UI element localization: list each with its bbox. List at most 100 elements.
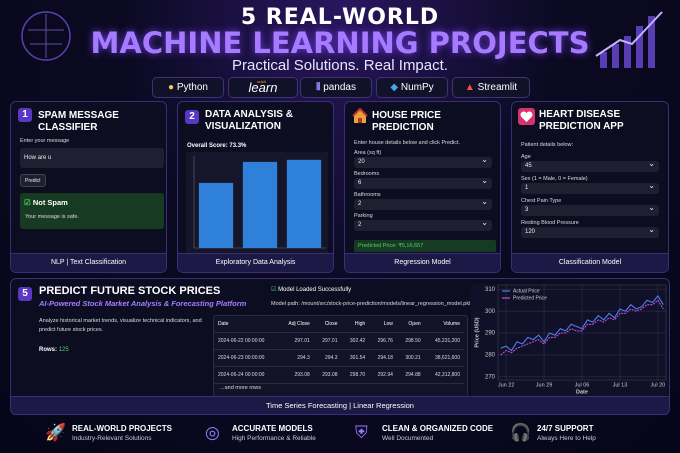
description: Analyze historical market trends, visual… [39, 318, 202, 333]
table-cell: 294.88 [396, 366, 425, 384]
project-card: 1 SPAM MESSAGE CLASSIFIER Enter your mes… [10, 101, 167, 273]
table-cell: 302.42 [341, 332, 370, 350]
project-title: SPAM MESSAGE CLASSIFIER [38, 110, 119, 133]
card-footer: Time Series Forecasting | Linear Regress… [11, 396, 669, 414]
table-cell: 42,312,800 [424, 366, 464, 384]
model-path: Model path: /mount/src/stock-price-predi… [271, 301, 471, 307]
rows-label: Rows: [39, 347, 57, 353]
field-label: Parking [354, 213, 373, 219]
project-title: PREDICT FUTURE STOCK PRICES [39, 285, 221, 297]
table-cell: Open [396, 316, 425, 333]
project-title: HOUSE PRICE PREDICTION [372, 110, 441, 133]
project-title: DATA ANALYSIS & VISUALIZATION [205, 109, 293, 132]
project-card: HEART DISEASE PREDICTION APP Patient det… [511, 101, 669, 273]
x-tick-label: Jul 06 [575, 382, 590, 388]
status: ☑ Model Loaded Successfully [271, 287, 352, 293]
line-chart: 270 280 290 300 310 Jun 22 Jun 29 Jul 06 Jul 13 J… [474, 284, 667, 395]
table-cell: 293.08 [278, 366, 314, 384]
table-cell: 298.50 [396, 332, 425, 350]
feature-icon: 🎧 [510, 423, 532, 442]
tool-name: pandas [323, 82, 356, 93]
feature-title: REAL-WORLD PROJECTS [72, 424, 172, 433]
table-cell: High [341, 316, 370, 333]
table-row: Date Adj Close Close High Low Open Volume [214, 316, 464, 333]
subtitle: Practical Solutions. Real Impact. [232, 57, 448, 74]
project-title: HEART DISEASE PREDICTION APP [539, 109, 624, 132]
field-label: Area (sq ft) [354, 150, 382, 156]
text-input[interactable]: How are u [20, 148, 164, 168]
x-tick-label: Jul 13 [613, 382, 628, 388]
table-cell: 2024-06-22 00:00:00 [214, 332, 279, 350]
table-cell: 292.94 [369, 366, 397, 384]
score: Overall Score: 73.3% [187, 143, 247, 149]
y-tick-label: 280 [485, 352, 496, 358]
project-card: HOUSE PRICE PREDICTION Enter house detai… [344, 101, 501, 273]
input-label: Enter your message [20, 138, 70, 144]
tool-badge: ● Python [152, 77, 224, 98]
feature-icon: ◎ [205, 423, 220, 442]
intro: Enter house details below and click Pred… [354, 140, 461, 146]
project-card: 5 PREDICT FUTURE STOCK PRICES AI-Powered… [10, 278, 670, 415]
tool-badge: ⦀ pandas [300, 77, 372, 98]
field-label: Bathrooms [354, 192, 381, 198]
table-row: 2024-06-23 00:00:00 294.3 294.3 301.54 294.1… [214, 349, 464, 367]
project-number: 2 [185, 110, 199, 124]
table-cell: Close [313, 316, 342, 333]
tool-name: NumPy [400, 82, 434, 93]
result-box: ☑ Not Spam Your message is safe. [20, 193, 164, 229]
title: MACHINE LEARNING PROJECTS [90, 26, 590, 60]
feature-icon: ⛨ [355, 423, 368, 442]
table-box: Date Adj Close Close High Low Open Volume 2024-… [213, 315, 468, 397]
result: ☑ Not Spam [24, 198, 68, 207]
x-axis-label: Date [576, 389, 588, 395]
y-tick-label: 310 [485, 287, 496, 293]
table-row: 2024-06-22 00:00:00 297.01 297.01 302.42 296… [214, 332, 464, 350]
select[interactable]: 20 [354, 154, 492, 168]
select[interactable]: 1 [521, 180, 659, 194]
table-cell: 300.21 [396, 349, 425, 367]
table-cell: 294.3 [313, 349, 342, 367]
feature-title: CLEAN & ORGANIZED CODE [382, 424, 494, 433]
table-cell: Adj Close [278, 316, 314, 333]
growth-icon [595, 11, 663, 68]
feature-icon: 🚀 [45, 423, 67, 442]
intro: Patient details below: [521, 142, 573, 148]
y-tick-label: 270 [485, 374, 496, 380]
legend-label: Actual Price [513, 288, 540, 294]
select[interactable]: 6 [354, 175, 492, 189]
tool-badge: ◆ NumPy [376, 77, 448, 98]
result-text: Not Spam [32, 198, 68, 207]
project-card: 2 DATA ANALYSIS & VISUALIZATION Overall … [177, 101, 334, 273]
predict-button[interactable]: Predict [20, 174, 46, 187]
more-rows: ...and more rows [220, 385, 261, 391]
card-footer: NLP | Text Classification [11, 253, 166, 272]
project-number: 5 [18, 287, 32, 301]
select[interactable]: 2 [354, 196, 492, 210]
select[interactable]: 2 [354, 217, 492, 231]
rows: Rows: 125 [39, 347, 69, 353]
card-footer: Exploratory Data Analysis [178, 253, 333, 272]
select[interactable]: 120 [521, 224, 659, 238]
field-label: Sex (1 = Male, 0 = Female) [521, 176, 588, 182]
table-cell: 293.08 [313, 366, 342, 384]
table-cell: 294.18 [369, 349, 397, 367]
line [500, 299, 664, 356]
line [500, 294, 664, 352]
table-cell: 2024-06-23 00:00:00 [214, 349, 279, 367]
table-cell: Volume [424, 316, 464, 333]
feature-sub: Always Here to Help [537, 435, 596, 442]
select[interactable]: 3 [521, 202, 659, 216]
feature-sub: Well Documented [382, 435, 434, 442]
select[interactable]: 45 [521, 158, 659, 172]
feature-title: 24/7 SUPPORT [537, 424, 594, 433]
feature-title: ACCURATE MODELS [232, 424, 313, 433]
field-label: Bedrooms [354, 171, 380, 177]
field-label: Chest Pain Type [521, 198, 562, 204]
y-axis-label: Price (USD) [474, 317, 480, 347]
bar [198, 182, 234, 248]
table-row: 2024-06-24 00:00:00 293.08 293.08 298.70 292… [214, 366, 464, 384]
table-cell: 297.01 [313, 332, 342, 350]
tool-name: Streamlit [477, 82, 518, 93]
table-cell: 2024-06-24 00:00:00 [214, 366, 279, 384]
